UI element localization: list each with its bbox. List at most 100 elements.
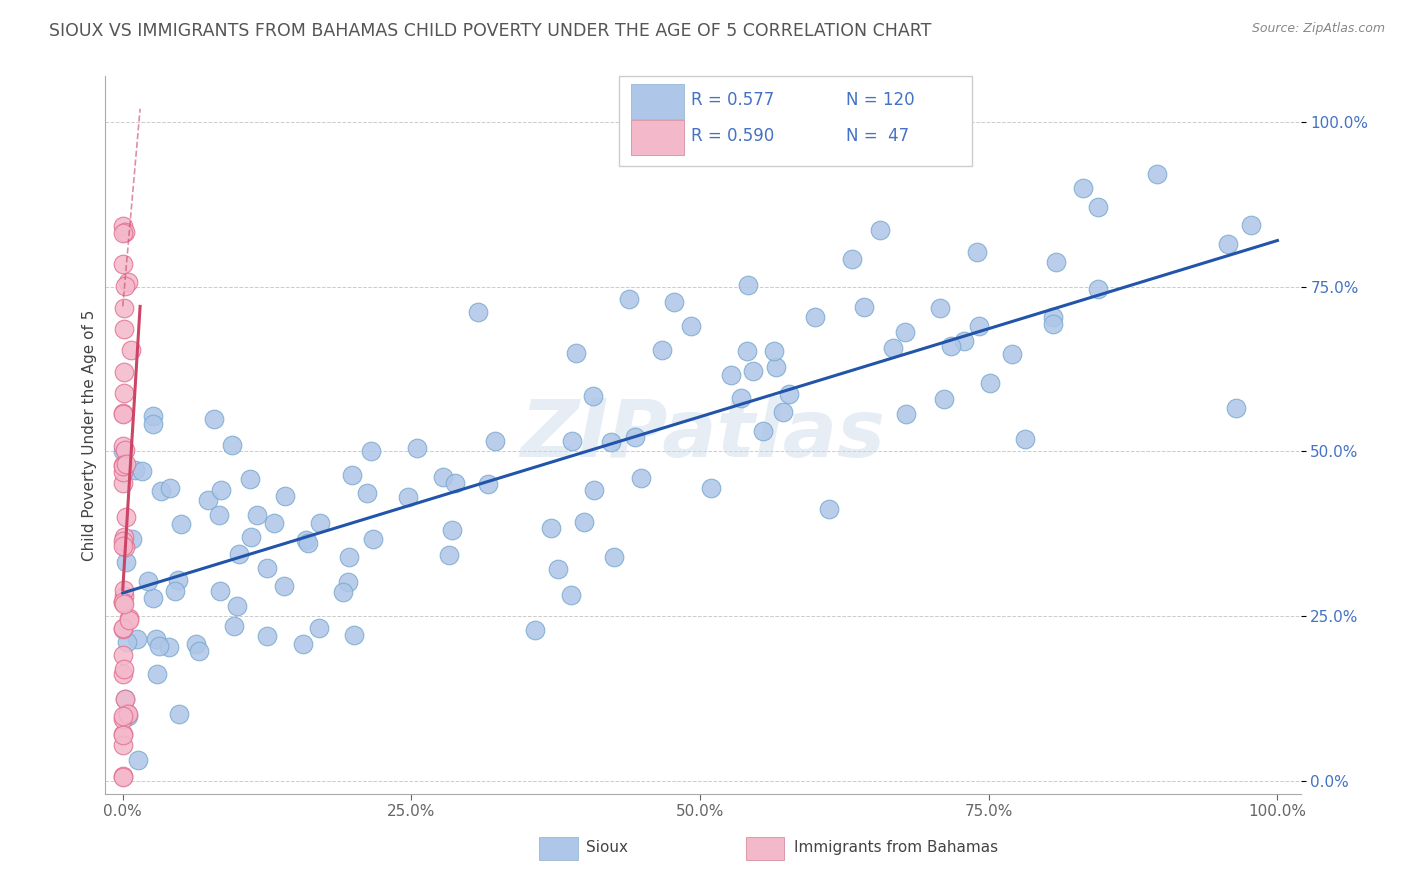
FancyBboxPatch shape bbox=[540, 837, 578, 860]
Point bbox=[114, 691, 136, 706]
Point bbox=[222, 619, 245, 633]
Point bbox=[186, 637, 208, 651]
Point bbox=[142, 417, 165, 431]
Point bbox=[437, 548, 460, 562]
Text: ZIPatlas: ZIPatlas bbox=[520, 396, 886, 474]
Point bbox=[1042, 310, 1064, 324]
Point bbox=[165, 584, 187, 599]
Point bbox=[953, 334, 976, 348]
Point bbox=[111, 595, 134, 609]
Point bbox=[117, 709, 139, 723]
Point bbox=[735, 344, 758, 359]
Point bbox=[150, 483, 173, 498]
Point bbox=[263, 516, 285, 531]
Point bbox=[146, 667, 169, 681]
Point bbox=[111, 595, 134, 609]
Point bbox=[396, 491, 419, 505]
Point bbox=[294, 533, 316, 548]
FancyBboxPatch shape bbox=[631, 85, 683, 119]
Point bbox=[547, 562, 569, 576]
Point bbox=[112, 597, 135, 611]
Point bbox=[211, 483, 233, 497]
Point bbox=[117, 275, 139, 289]
Point bbox=[869, 223, 891, 237]
Point bbox=[118, 613, 141, 627]
Text: Source: ZipAtlas.com: Source: ZipAtlas.com bbox=[1251, 22, 1385, 36]
Point bbox=[894, 408, 917, 422]
Y-axis label: Child Poverty Under the Age of 5: Child Poverty Under the Age of 5 bbox=[82, 310, 97, 560]
Point bbox=[1071, 181, 1094, 195]
Point bbox=[221, 438, 243, 452]
Point bbox=[170, 516, 193, 531]
Point bbox=[114, 279, 136, 293]
Point bbox=[124, 463, 146, 477]
Text: Immigrants from Bahamas: Immigrants from Bahamas bbox=[794, 840, 998, 855]
Point bbox=[114, 541, 136, 555]
Point bbox=[246, 508, 269, 522]
Point bbox=[208, 584, 231, 599]
Point bbox=[111, 439, 134, 453]
Point bbox=[337, 549, 360, 564]
Point bbox=[523, 624, 546, 638]
Point bbox=[111, 257, 134, 271]
Text: N = 120: N = 120 bbox=[846, 91, 915, 109]
Point bbox=[939, 338, 962, 352]
Point bbox=[762, 344, 785, 359]
Point bbox=[817, 502, 839, 516]
Point bbox=[142, 409, 165, 424]
Point bbox=[617, 292, 640, 306]
Text: SIOUX VS IMMIGRANTS FROM BAHAMAS CHILD POVERTY UNDER THE AGE OF 5 CORRELATION CH: SIOUX VS IMMIGRANTS FROM BAHAMAS CHILD P… bbox=[49, 22, 932, 40]
Point bbox=[111, 727, 134, 741]
Point bbox=[111, 770, 134, 784]
Point bbox=[256, 628, 278, 642]
Point bbox=[239, 473, 262, 487]
Point bbox=[292, 637, 315, 651]
Point bbox=[1042, 317, 1064, 331]
Point bbox=[540, 521, 562, 535]
Point bbox=[765, 359, 787, 374]
Point bbox=[308, 621, 330, 635]
FancyBboxPatch shape bbox=[631, 120, 683, 155]
Text: R = 0.577: R = 0.577 bbox=[692, 91, 775, 109]
Point bbox=[112, 662, 135, 676]
Point bbox=[159, 481, 181, 495]
Point bbox=[600, 435, 623, 450]
Point bbox=[742, 364, 765, 378]
Point bbox=[112, 386, 135, 401]
Point bbox=[120, 343, 142, 357]
Text: N =  47: N = 47 bbox=[846, 128, 910, 145]
Point bbox=[477, 477, 499, 491]
Point bbox=[112, 530, 135, 544]
Point bbox=[772, 405, 794, 419]
Point bbox=[112, 458, 135, 473]
Point bbox=[202, 412, 225, 426]
Point bbox=[111, 648, 134, 662]
Point bbox=[111, 219, 134, 233]
Point bbox=[932, 392, 955, 406]
Point bbox=[1216, 236, 1239, 251]
Point bbox=[467, 305, 489, 319]
Point bbox=[111, 728, 134, 742]
Text: R = 0.590: R = 0.590 bbox=[692, 128, 775, 145]
Point bbox=[332, 585, 354, 599]
Point bbox=[208, 508, 231, 522]
Point bbox=[273, 579, 295, 593]
Point bbox=[228, 548, 250, 562]
Point bbox=[630, 471, 652, 485]
Point bbox=[157, 640, 180, 654]
Point bbox=[1225, 401, 1247, 415]
Point bbox=[966, 245, 988, 260]
FancyBboxPatch shape bbox=[747, 837, 785, 860]
Point bbox=[681, 319, 703, 334]
Point bbox=[297, 535, 319, 549]
Point bbox=[112, 407, 135, 421]
Point bbox=[136, 574, 159, 588]
Point bbox=[197, 493, 219, 508]
Point bbox=[730, 392, 752, 406]
Point bbox=[624, 430, 647, 444]
Point bbox=[117, 707, 139, 722]
Point bbox=[484, 434, 506, 448]
Point bbox=[967, 318, 990, 333]
Point bbox=[560, 588, 582, 602]
Point bbox=[583, 483, 606, 497]
